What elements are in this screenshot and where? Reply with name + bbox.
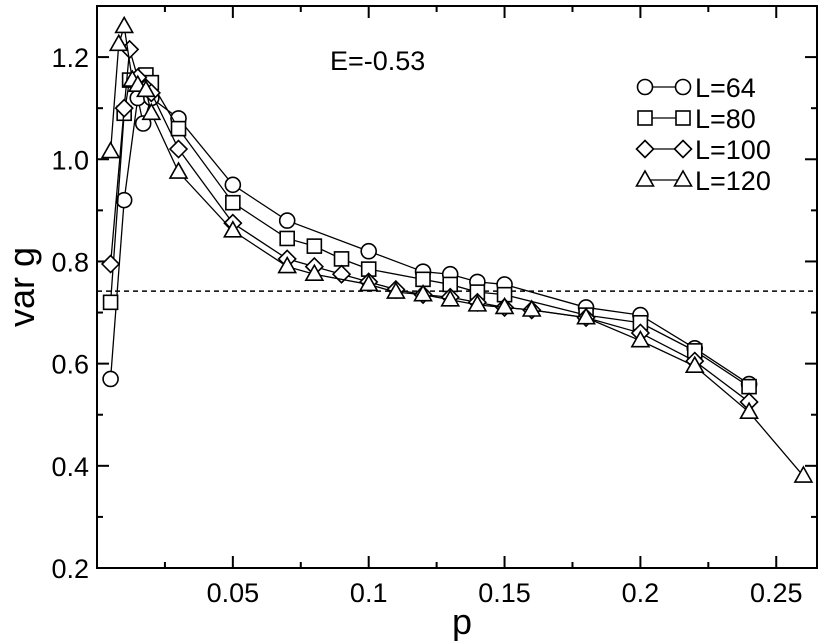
data-point-diamond	[168, 139, 189, 159]
data-point-circle	[224, 176, 242, 194]
legend-marker	[674, 78, 692, 96]
legend-label: L=64	[695, 73, 756, 103]
data-point-triangle	[222, 220, 243, 238]
data-point-circle	[102, 370, 119, 388]
data-point-triangle	[630, 330, 651, 348]
x-tick-label: 0.05	[207, 578, 260, 608]
data-point-triangle	[168, 161, 189, 179]
legend-label: L=120	[695, 166, 771, 196]
data-point-diamond	[100, 254, 121, 274]
data-point-square	[170, 120, 187, 137]
data-point-triangle	[739, 401, 759, 419]
data-point-square	[279, 230, 295, 247]
y-tick-label: 0.8	[51, 247, 89, 277]
y-tick-label: 1.2	[51, 43, 89, 73]
data-point-triangle	[114, 15, 135, 34]
data-point-triangle	[684, 355, 705, 373]
annotation-energy: E=-0.53	[330, 46, 425, 76]
data-point-diamond	[114, 98, 134, 118]
data-point-triangle	[494, 296, 515, 315]
data-point-square	[333, 251, 350, 267]
series-triangle	[100, 15, 814, 483]
data-point-triangle	[440, 289, 461, 307]
data-point-circle	[360, 242, 377, 260]
data-point-triangle	[304, 263, 325, 282]
legend-item: L=64	[636, 73, 756, 103]
y-tick-label: 0.6	[51, 350, 89, 380]
ticks: 0.05 0.1 0.15 0.2 0.25 0.2 0.4 0.6 0.8 1.0 1.2	[51, 5, 817, 608]
data-point-triangle	[358, 273, 379, 292]
legend-label: L=100	[695, 135, 771, 165]
y-tick-label: 0.2	[51, 554, 89, 584]
legend-marker	[673, 139, 693, 159]
data-point-triangle	[576, 307, 596, 325]
data-point-triangle	[521, 299, 542, 317]
x-tick-label: 0.1	[350, 578, 388, 608]
x-tick-label: 0.25	[750, 578, 803, 608]
data-point-square	[741, 378, 757, 395]
data-point-triangle	[413, 284, 433, 302]
legend-marker	[636, 78, 654, 96]
x-tick-label: 0.2	[622, 578, 660, 608]
data-point-triangle	[793, 465, 814, 483]
series-diamond	[100, 39, 759, 412]
legend-item: L=80	[637, 104, 756, 134]
series-circle	[102, 89, 758, 393]
data-point-triangle	[277, 255, 298, 274]
y-tick-label: 0.4	[51, 452, 89, 482]
data-point-triangle	[108, 33, 129, 52]
data-point-square	[102, 294, 119, 311]
data-point-square	[225, 194, 241, 211]
legend-marker	[635, 169, 655, 187]
series-line	[109, 96, 750, 385]
y-axis-label: var g	[1, 247, 42, 327]
data-point-square	[306, 238, 323, 254]
legend-marker	[673, 169, 693, 187]
legend-item: L=100	[635, 135, 771, 165]
series-group	[100, 15, 814, 483]
y-tick-label: 1.0	[51, 145, 89, 175]
data-point-triangle	[141, 102, 162, 121]
legend-item: L=120	[635, 166, 771, 196]
legend-marker	[675, 110, 691, 126]
data-point-circle	[278, 212, 296, 229]
plot-frame	[96, 5, 818, 569]
legend-label: L=80	[695, 104, 756, 134]
legend-marker	[635, 139, 655, 159]
data-point-triangle	[100, 140, 121, 159]
data-point-triangle	[385, 281, 406, 299]
x-tick-label: 0.15	[478, 578, 531, 608]
data-point-triangle	[467, 294, 488, 312]
data-point-triangle	[136, 79, 156, 98]
x-axis-label: p	[452, 601, 472, 641]
legend-marker	[637, 110, 653, 126]
series-line	[109, 49, 750, 403]
series-square	[102, 67, 757, 395]
